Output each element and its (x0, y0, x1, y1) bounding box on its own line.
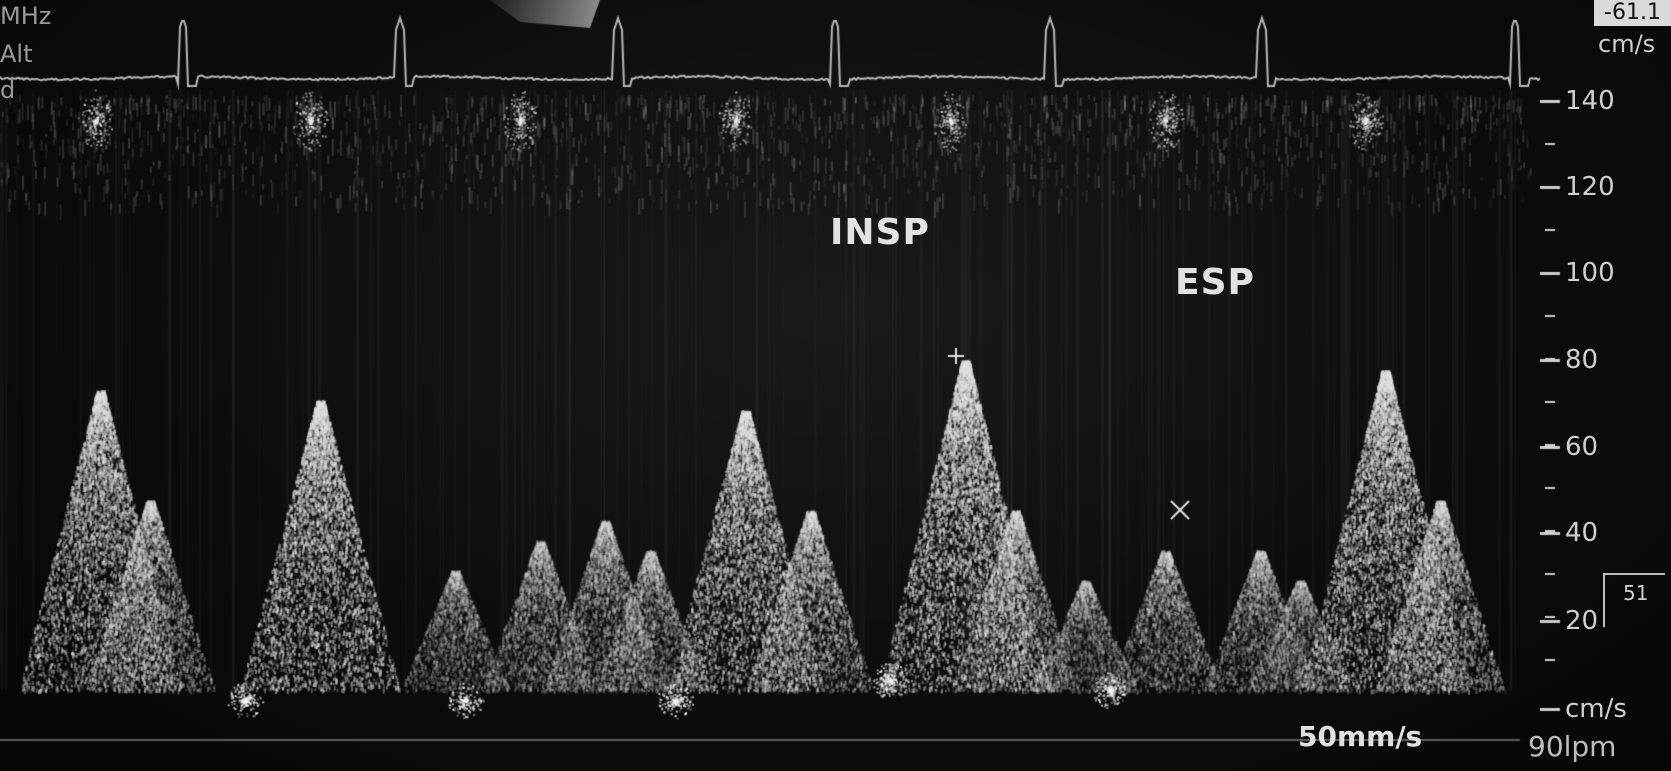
scale-tick-label: 100 (1565, 258, 1615, 288)
scale-tick-label: 140 (1565, 86, 1615, 116)
heart-rate-label: 90lpm (1528, 730, 1617, 763)
alt-label: Alt (0, 40, 33, 68)
velocity-readout-box: -61.1 (1594, 0, 1671, 26)
scale-tick-label: 60 (1565, 432, 1599, 462)
d-label: d (0, 76, 16, 104)
scale-tick-label: 80 (1565, 345, 1599, 375)
bottom-velocity-unit: cm/s (1565, 694, 1627, 724)
expiration-label: ESP (1175, 262, 1255, 303)
scale-tick-label: 40 (1565, 518, 1599, 548)
inset-value: 51 (1623, 581, 1649, 605)
frequency-unit-label: MHz (0, 2, 52, 30)
sweep-speed-label: 50mm/s (1298, 720, 1423, 753)
top-velocity-unit: cm/s (1598, 30, 1656, 58)
scale-tick-label: 120 (1565, 172, 1615, 202)
inset-marker-box: 51 (1603, 573, 1665, 627)
scale-tick-label: 20 (1565, 606, 1599, 636)
inspiration-label: INSP (830, 212, 930, 253)
